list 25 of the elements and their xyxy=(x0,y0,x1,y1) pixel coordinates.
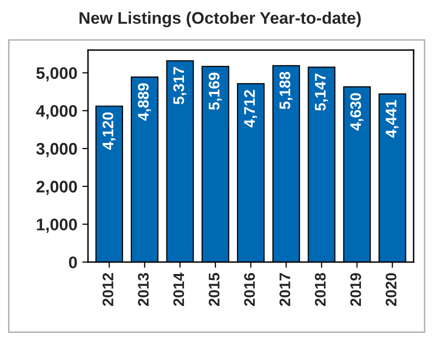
x-tick-label: 2019 xyxy=(350,273,362,306)
x-tick-label: 2016 xyxy=(244,273,255,306)
x-tick-label: 2014 xyxy=(173,272,184,306)
x-tick-label: 2017 xyxy=(279,273,290,306)
data-label: 5,317 xyxy=(173,67,186,104)
y-tick-label: 5,000 xyxy=(36,67,77,82)
data-label: 4,120 xyxy=(102,112,116,150)
data-label: 5,188 xyxy=(279,72,293,110)
x-tick-label: 2012 xyxy=(102,273,114,306)
y-tick-label: 2,000 xyxy=(36,180,77,195)
x-tick-label: 2018 xyxy=(314,272,326,306)
x-tick-label: 2013 xyxy=(138,273,149,306)
chart-title: New Listings (October Year-to-date) xyxy=(80,12,361,28)
y-tick-label: 4,000 xyxy=(36,105,77,120)
data-label: 4,441 xyxy=(386,100,399,138)
y-tick-label: 0 xyxy=(68,256,77,268)
x-tick-label: 2020 xyxy=(386,273,396,306)
x-tick-label: 2015 xyxy=(208,272,220,306)
y-tick-label: 1,000 xyxy=(36,218,77,233)
data-label: 4,889 xyxy=(138,83,151,121)
data-label: 5,147 xyxy=(315,74,328,111)
data-label: 5,169 xyxy=(208,72,222,110)
data-label: 4,712 xyxy=(244,90,258,128)
y-tick-label: 3,000 xyxy=(36,142,77,158)
data-label: 4,630 xyxy=(350,93,364,130)
